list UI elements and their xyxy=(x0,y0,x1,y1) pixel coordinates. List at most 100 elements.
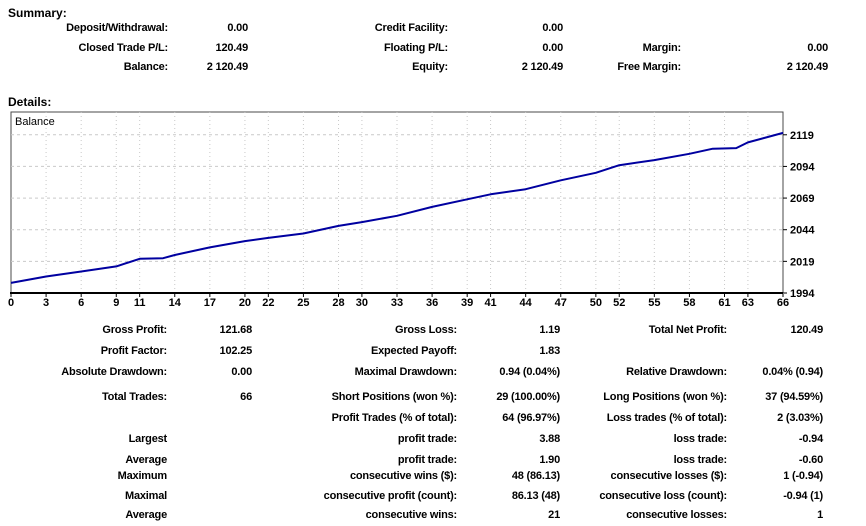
x-tick-label: 44 xyxy=(520,297,533,309)
x-tick-label: 41 xyxy=(484,297,496,309)
x-tick-label: 33 xyxy=(391,297,403,309)
stat-value: -0.94 xyxy=(798,433,823,445)
y-tick-label: 2019 xyxy=(790,256,814,268)
x-tick-label: 9 xyxy=(113,297,119,309)
stat-label: consecutive profit (count): xyxy=(323,490,458,502)
x-tick-label: 52 xyxy=(613,297,625,309)
stat-label: Expected Payoff: xyxy=(370,345,457,357)
stat-value: 121.68 xyxy=(219,324,253,336)
summary-heading: Summary: xyxy=(8,6,67,20)
x-tick-label: 30 xyxy=(356,297,368,309)
summary-label: Floating P/L: xyxy=(383,42,448,54)
stat-label: Loss trades (% of total): xyxy=(606,412,727,424)
stat-label: consecutive losses ($): xyxy=(610,470,728,482)
stat-label: loss trade: xyxy=(673,433,728,445)
summary-value: 0.00 xyxy=(542,22,563,34)
stat-value: 37 (94.59%) xyxy=(765,391,823,403)
x-tick-label: 25 xyxy=(297,297,309,309)
x-tick-label: 11 xyxy=(134,297,146,309)
stat-label: Profit Trades (% of total): xyxy=(331,412,458,424)
x-tick-label: 58 xyxy=(683,297,695,309)
stat-value: 1.19 xyxy=(539,324,560,336)
x-tick-label: 36 xyxy=(426,297,438,309)
y-tick-label: 2044 xyxy=(790,225,815,237)
x-tick-label: 63 xyxy=(742,297,754,309)
stat-label: Gross Profit: xyxy=(102,324,167,336)
chart-plot-border xyxy=(10,111,784,294)
x-tick-label: 47 xyxy=(555,297,567,309)
stat-label: consecutive losses: xyxy=(626,509,727,521)
x-tick-label: 22 xyxy=(262,297,274,309)
summary-value: 0.00 xyxy=(542,42,563,54)
y-tick-label: 2069 xyxy=(790,193,814,205)
stat-label xyxy=(20,411,167,426)
stat-value: 3.88 xyxy=(539,433,560,445)
x-tick-label: 39 xyxy=(461,297,473,309)
x-tick-label: 20 xyxy=(239,297,251,309)
stat-value: 1 xyxy=(817,509,823,521)
stat-value xyxy=(177,489,252,504)
x-tick-label: 66 xyxy=(777,297,789,309)
summary-value: 2 120.49 xyxy=(521,61,563,73)
stat-label: Average xyxy=(125,454,167,466)
stat-label xyxy=(570,344,727,359)
stat-label: Maximum xyxy=(117,470,168,482)
chart-legend-balance: Balance xyxy=(15,116,55,128)
stat-label: profit trade: xyxy=(397,454,457,466)
y-tick-label: 2094 xyxy=(790,161,815,173)
stat-value xyxy=(177,453,252,468)
stat-value: 66 xyxy=(240,391,252,403)
stat-label: Total Net Profit: xyxy=(648,324,727,336)
stat-label: Total Trades: xyxy=(101,391,167,403)
summary-value: 2 120.49 xyxy=(786,61,828,73)
summary-value: 120.49 xyxy=(215,42,249,54)
stat-value xyxy=(737,344,823,359)
stat-value xyxy=(177,469,252,484)
x-tick-label: 28 xyxy=(332,297,344,309)
stat-label: loss trade: xyxy=(673,454,728,466)
stat-label: Relative Drawdown: xyxy=(626,366,727,378)
stat-label: Maximal Drawdown: xyxy=(354,366,458,378)
stat-label: consecutive loss (count): xyxy=(599,490,727,502)
details-heading: Details: xyxy=(8,95,52,109)
stat-label: profit trade: xyxy=(397,433,457,445)
x-tick-label: 61 xyxy=(718,297,730,309)
summary-value: 0.00 xyxy=(227,22,248,34)
balance-chart: 0 3 6 9 11 14 17 20 22 25 28 30 33 36 39 41 44 47 50 52 55 58… xyxy=(8,111,815,309)
stat-value: 1.83 xyxy=(539,345,560,357)
stat-value: -0.94 (1) xyxy=(783,490,823,502)
stat-label: Maximal xyxy=(124,490,167,502)
stat-value: 1 (-0.94) xyxy=(783,470,823,482)
stat-value: 0.94 (0.04%) xyxy=(499,366,560,378)
stat-value: 64 (96.97%) xyxy=(502,412,560,424)
stat-label: Gross Loss: xyxy=(395,324,457,336)
stat-value: -0.60 xyxy=(798,454,823,466)
y-tick-label: 1994 xyxy=(790,288,815,300)
summary-label: Deposit/Withdrawal: xyxy=(66,22,168,34)
summary-value: 2 120.49 xyxy=(206,61,248,73)
summary-label: Equity: xyxy=(412,61,448,73)
x-tick-label: 55 xyxy=(648,297,660,309)
stat-value: 0.04% (0.94) xyxy=(762,366,823,378)
summary-value xyxy=(700,21,828,36)
x-tick-label: 17 xyxy=(204,297,216,309)
stat-label: Short Positions (won %): xyxy=(331,391,458,403)
x-tick-label: 0 xyxy=(8,297,14,309)
summary-label: Credit Facility: xyxy=(374,22,448,34)
stat-label: Profit Factor: xyxy=(100,345,167,357)
x-tick-label: 6 xyxy=(78,297,84,309)
summary-label: Margin: xyxy=(642,42,682,54)
summary-label: Free Margin: xyxy=(617,61,681,73)
stat-value: 2 (3.03%) xyxy=(777,412,823,424)
stat-value: 102.25 xyxy=(219,345,253,357)
summary-label: Balance: xyxy=(123,61,168,73)
summary-label xyxy=(560,21,681,36)
stat-value: 48 (86.13) xyxy=(511,470,560,482)
stat-value: 86.13 (48) xyxy=(511,490,560,502)
stat-value: 1.90 xyxy=(539,454,560,466)
stat-label: Absolute Drawdown: xyxy=(61,366,167,378)
stat-value xyxy=(177,432,252,447)
stat-label: consecutive wins ($): xyxy=(349,470,457,482)
stat-label: Long Positions (won %): xyxy=(603,391,727,403)
